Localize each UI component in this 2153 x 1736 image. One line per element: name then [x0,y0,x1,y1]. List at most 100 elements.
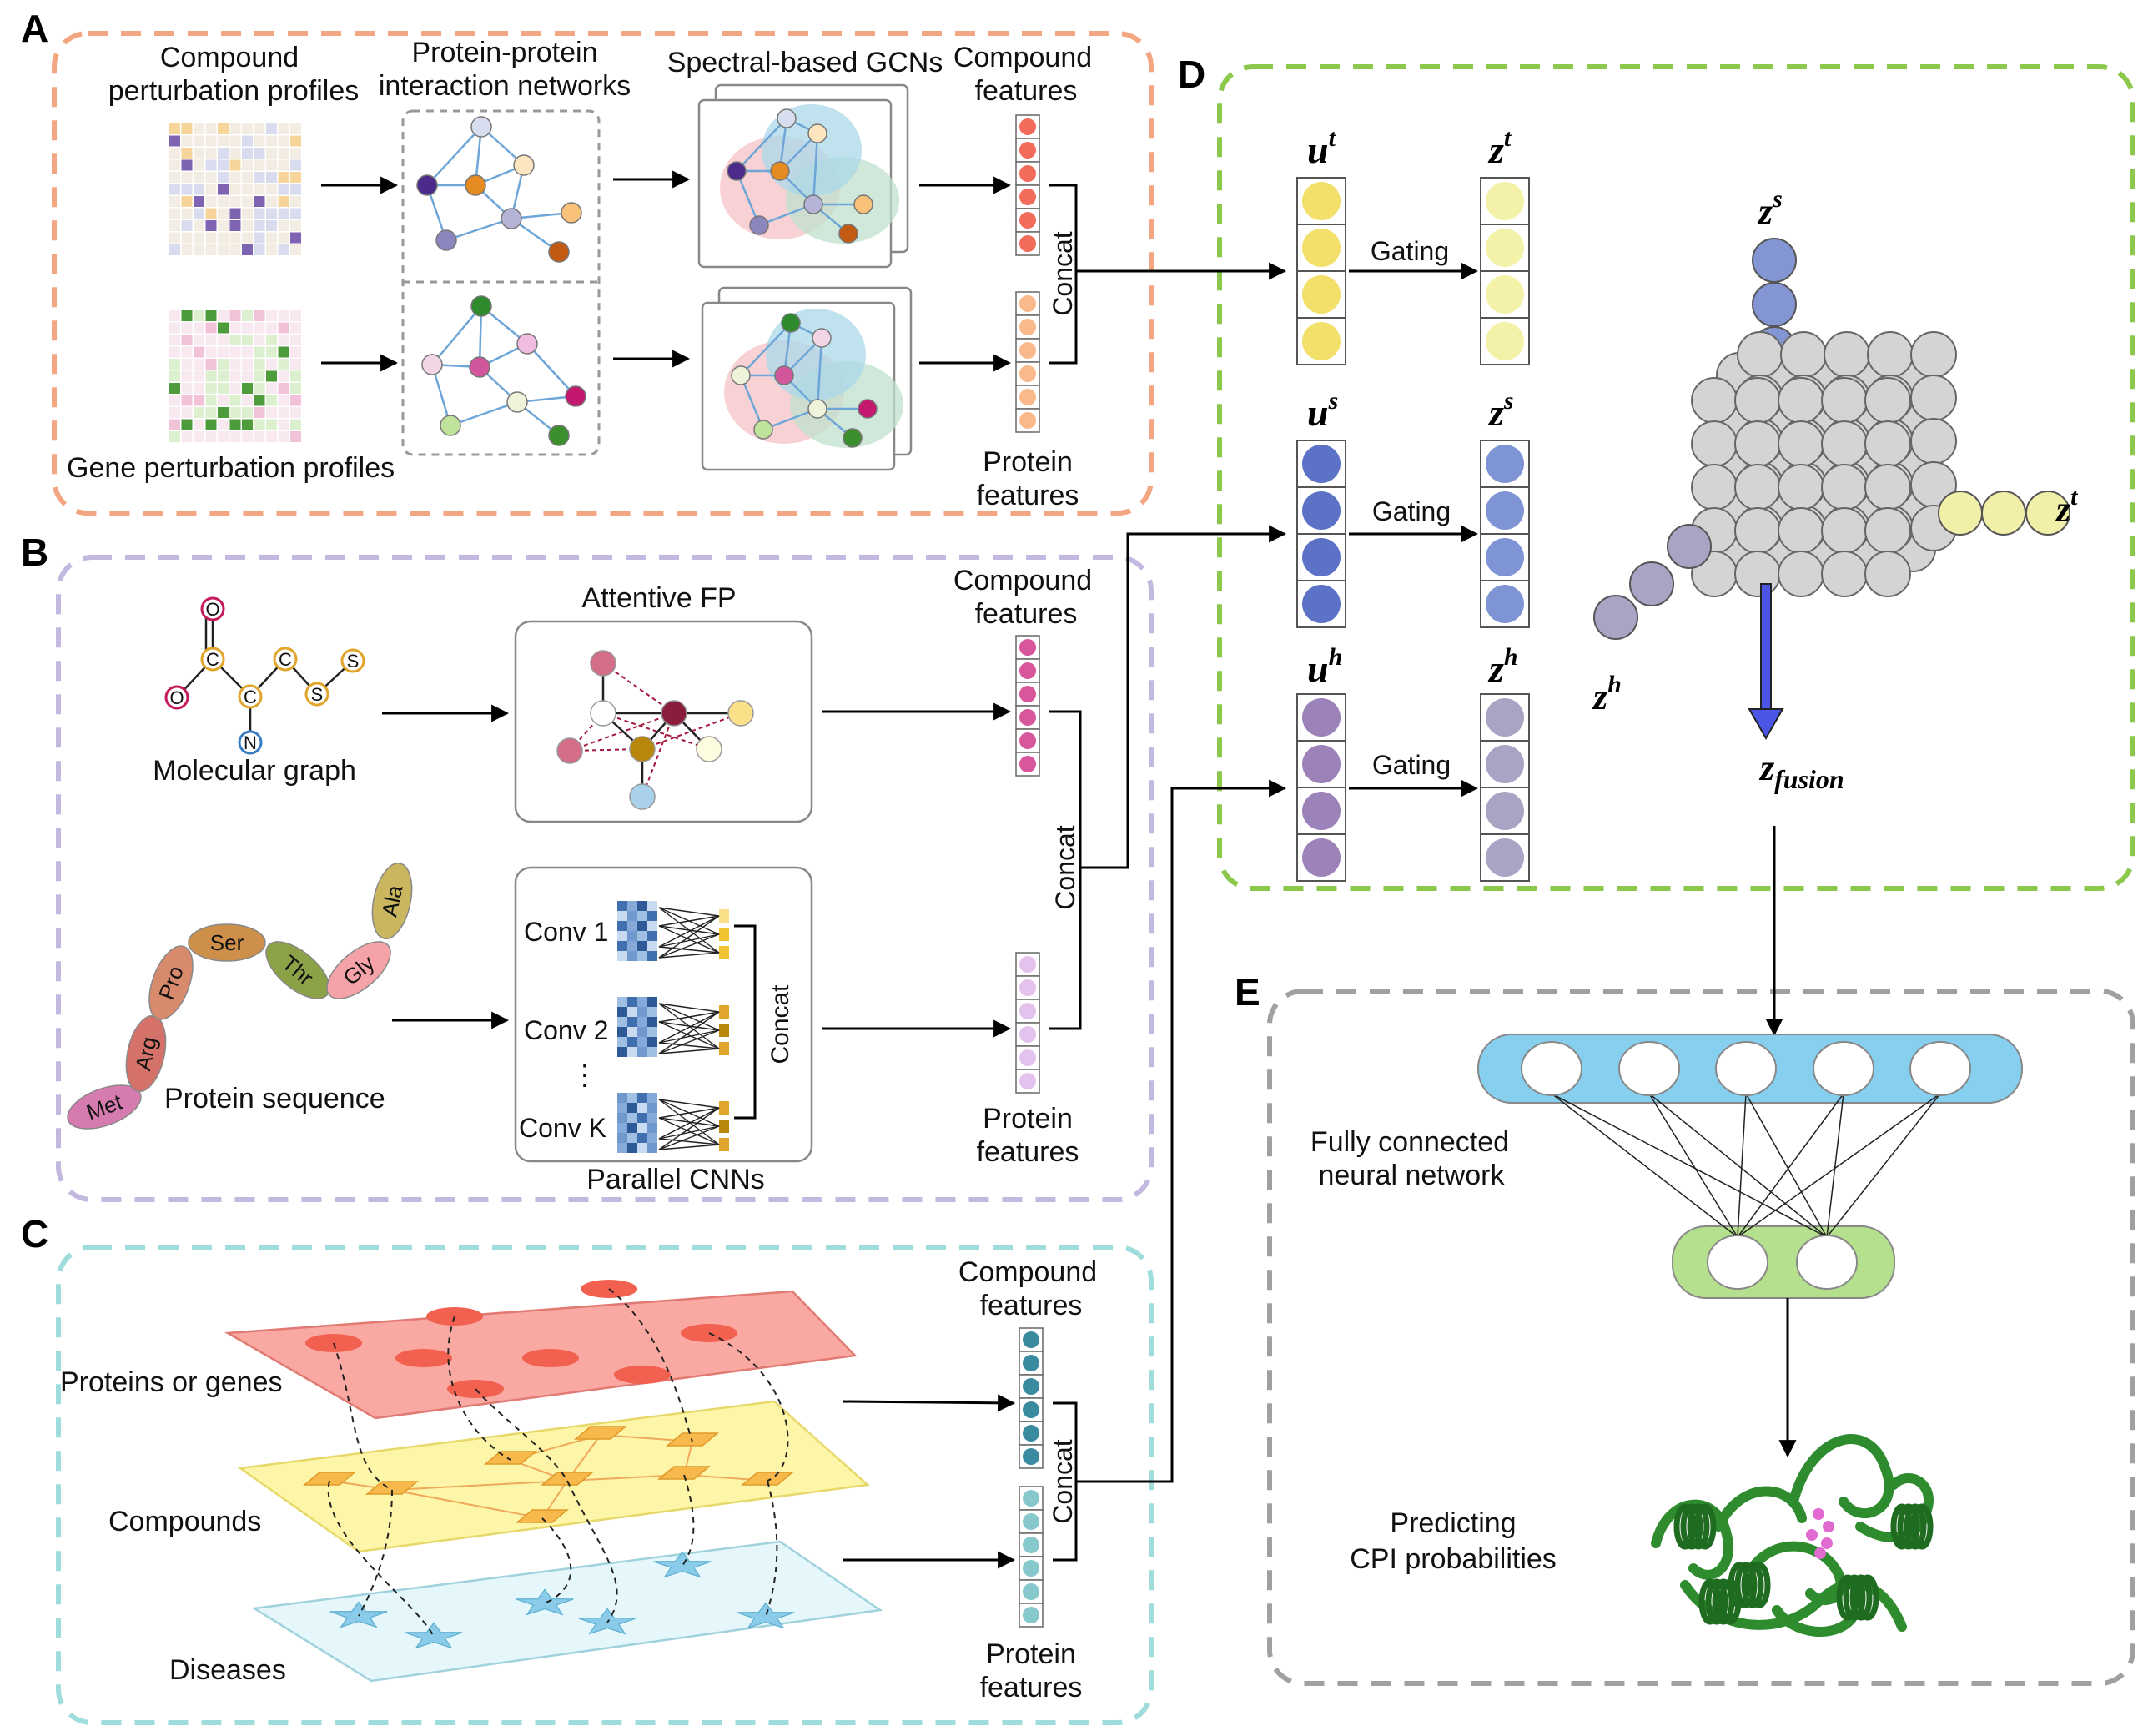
cnn-block [617,901,729,1153]
compound-node [483,1451,538,1465]
cnn-concat-label: Concat [767,984,794,1064]
heatmap-cell [205,220,217,231]
parallel-cnns-title: Parallel CNNs [586,1164,765,1195]
conv-kernel-cell [637,921,647,931]
fc-connection [1826,1093,1844,1238]
b-to-d-arrow [1080,525,1287,869]
vector-dot [1019,1049,1036,1066]
protein-helix [1849,1574,1873,1621]
conv-link [658,1003,720,1049]
b-protein-features-2: features [977,1136,1079,1168]
c-concat-label: Concat [1048,1439,1078,1524]
graph-node [506,391,528,413]
disease-node [737,1602,795,1629]
vector-dot [1023,1560,1039,1577]
heatmap-cell [242,335,253,345]
vector-dot [1023,1331,1039,1348]
conv-kernel-cell [617,997,627,1007]
zh-sphere [1667,524,1712,569]
vector-dot [1019,165,1036,182]
vector-dot [1019,389,1036,405]
b-compound-features-1: Compound [953,565,1092,596]
heatmap-cell [194,419,204,430]
gene-perturbation-heatmap [169,310,301,442]
conv-kernel-cell [617,1017,627,1027]
panel-c-border [56,1245,1154,1725]
atom-label: C [244,687,257,707]
heatmap-cell [266,383,277,394]
ligand-atom [1823,1521,1834,1532]
graph-node [513,154,535,176]
attention-edge [641,712,742,750]
vector-dot [1019,1073,1036,1089]
conv-kernel-cell [637,1047,647,1057]
graph-node [838,224,858,244]
gating-dot [1486,792,1524,830]
heatmap-cell [242,383,253,394]
heatmap-cell [266,123,277,134]
c-compound-features-1: Compound [958,1256,1097,1288]
a-compound-features-2: features [975,75,1078,107]
heatmap-cell [254,310,265,321]
heatmap-cell [169,370,180,382]
heatmap-cell [169,244,180,255]
atom [164,685,189,710]
heatmap-cell [218,220,229,231]
heatmap-cell [242,370,253,382]
conv-kernel-cell [647,1123,657,1133]
heatmap-cell [169,232,180,244]
diseases-label: Diseases [169,1654,286,1686]
heatmap-cell [229,208,241,219]
zh-sphere [1629,561,1674,606]
conv-kernel-cell [627,901,637,911]
heatmap-cell [218,148,229,159]
heatmap-cell [205,407,217,418]
protein-helix [1836,1574,1859,1621]
gating-dot [1302,491,1341,530]
heatmap-cell [266,232,277,244]
tensor-sphere [1910,331,1957,378]
heatmap-cell [254,135,265,147]
conv-link [658,1099,720,1127]
conv-kernel-cell [617,931,627,941]
c-compound-feature-vector [1019,1327,1044,1469]
heatmap-cell [290,220,301,231]
heatmap-cell [290,244,301,255]
fc-connection [1551,1093,1828,1238]
heatmap-cell [169,419,180,430]
heatmap-cell [242,322,253,334]
graph-node [561,202,582,224]
cross-layer-link [765,1480,778,1618]
conv-kernel-cell [637,1143,647,1153]
heatmap-cell [278,244,289,255]
ppi-title-2: interaction networks [379,70,631,102]
heatmap-cell [229,232,241,244]
disease-node [516,1588,574,1616]
graph-node [803,194,823,214]
tensor-sphere [1734,464,1781,511]
attentive-node [629,783,656,810]
conv-kernel-cell [617,911,627,921]
heatmap-cell [278,208,289,219]
conv-kernel-cell [637,1103,647,1113]
compound-edge [391,1489,543,1519]
a-compound-feature-vector [1015,114,1040,256]
fc-connection [1648,1093,1738,1238]
heatmap-cell [229,220,241,231]
graph-node [501,208,522,229]
conv-2-label: Conv 2 [524,1015,608,1045]
atom-label: S [311,684,324,705]
heatmap-cell [229,335,241,345]
conv-kernel-cell [627,1027,637,1037]
conv-link [658,1021,720,1049]
heatmap-cell [278,346,289,358]
tensor-sphere [1778,551,1824,597]
heatmap-cell [218,244,229,255]
heatmap-cell [254,244,265,255]
heatmap-cell [242,148,253,159]
heatmap-cell [181,407,193,418]
heatmap-cell [205,419,217,430]
conv-kernel-cell [627,921,637,931]
graph-node [812,328,832,348]
heatmap-cell [194,232,204,244]
